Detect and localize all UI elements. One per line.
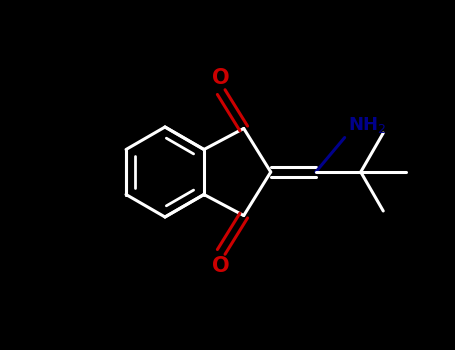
Text: O: O	[212, 68, 230, 88]
Text: O: O	[212, 256, 230, 276]
Text: NH$_2$: NH$_2$	[348, 114, 386, 134]
